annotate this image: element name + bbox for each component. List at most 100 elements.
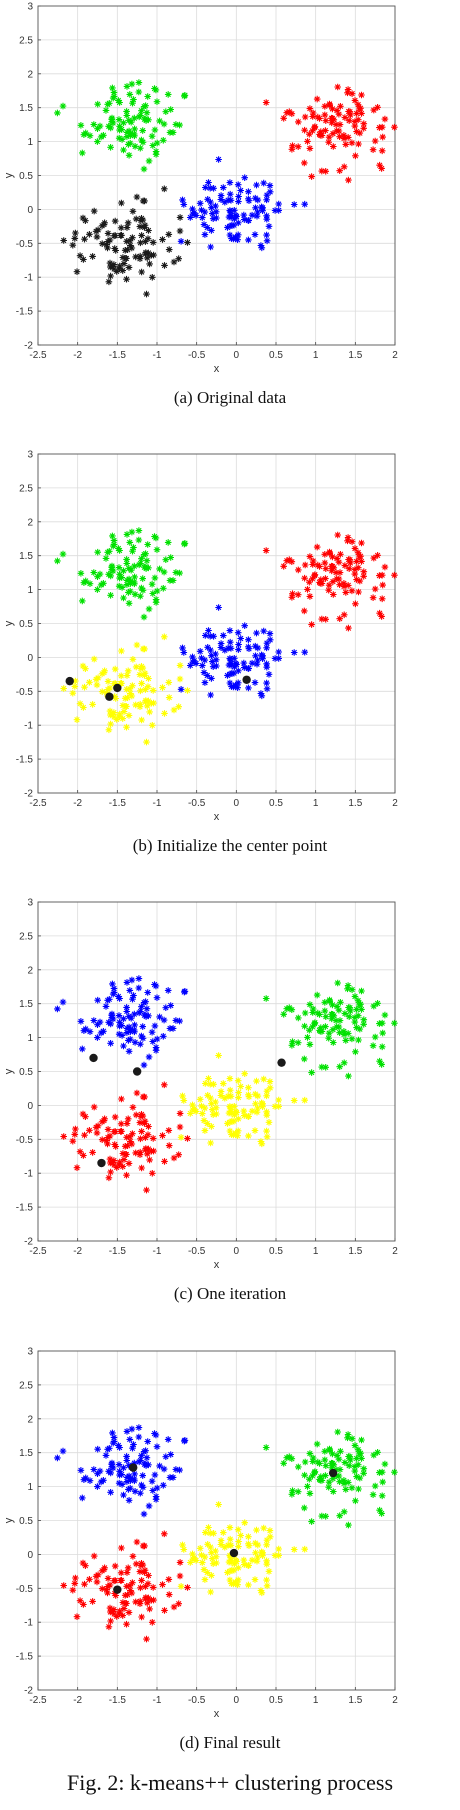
data-point xyxy=(220,184,227,191)
x-tick-label: -1.5 xyxy=(109,1246,127,1257)
data-point xyxy=(129,995,136,1003)
data-point xyxy=(124,219,132,227)
data-point xyxy=(136,223,144,230)
data-point xyxy=(159,1132,166,1139)
data-point xyxy=(235,193,242,200)
data-point xyxy=(306,1450,314,1457)
data-point xyxy=(80,1152,87,1159)
data-point xyxy=(101,219,108,227)
data-point xyxy=(143,1150,151,1158)
data-point xyxy=(104,1589,111,1597)
data-point xyxy=(345,176,352,184)
data-point xyxy=(176,214,184,221)
data-point xyxy=(116,1444,123,1451)
data-point xyxy=(125,264,133,271)
data-point xyxy=(241,1112,248,1119)
data-point xyxy=(208,1549,215,1556)
data-point xyxy=(151,126,159,134)
data-point xyxy=(181,988,189,995)
data-point xyxy=(226,207,234,214)
data-point xyxy=(253,1557,261,1565)
data-point xyxy=(179,644,186,652)
data-point xyxy=(86,1127,93,1134)
data-point xyxy=(181,92,189,99)
data-point xyxy=(301,648,308,656)
data-point xyxy=(209,215,217,222)
data-point xyxy=(254,644,262,652)
data-point xyxy=(110,93,118,100)
data-point xyxy=(107,1608,114,1616)
data-point xyxy=(79,662,87,670)
data-point xyxy=(71,235,79,242)
data-point xyxy=(263,237,271,245)
data-point xyxy=(301,159,308,167)
y-tick-label: 2.5 xyxy=(19,35,33,46)
data-point xyxy=(318,1512,326,1520)
data-point xyxy=(131,562,138,570)
y-tick-label: -1.5 xyxy=(16,755,34,766)
data-point xyxy=(258,203,265,211)
data-point xyxy=(184,687,191,694)
data-point xyxy=(59,550,67,558)
figure-caption: Fig. 2: k-means++ clustering process xyxy=(66,1770,394,1795)
data-point xyxy=(357,1449,364,1457)
data-point xyxy=(263,196,270,204)
x-axis-label: x xyxy=(214,1708,220,1720)
data-point xyxy=(190,657,198,665)
data-point xyxy=(345,1072,352,1080)
data-point xyxy=(301,200,308,208)
data-point xyxy=(132,253,139,261)
data-point xyxy=(245,1091,252,1099)
data-point xyxy=(206,632,214,640)
data-point xyxy=(123,703,130,710)
data-point xyxy=(81,235,88,243)
data-point xyxy=(54,1005,61,1013)
data-point xyxy=(137,1489,144,1497)
data-point xyxy=(257,242,265,249)
data-point xyxy=(265,671,273,678)
data-point xyxy=(94,548,101,556)
data-point xyxy=(76,252,84,259)
data-point xyxy=(294,1039,302,1046)
data-point xyxy=(140,1510,148,1518)
data-point xyxy=(175,703,182,710)
data-point xyxy=(208,652,215,659)
caption-a: (a) Original data xyxy=(173,388,287,407)
data-point xyxy=(316,1460,323,1467)
data-point xyxy=(335,127,343,135)
data-point xyxy=(316,563,323,570)
data-point xyxy=(105,123,112,130)
data-point xyxy=(328,567,335,575)
data-point xyxy=(187,214,194,221)
data-point xyxy=(259,1103,266,1110)
data-point xyxy=(108,566,116,574)
data-point xyxy=(96,1018,104,1026)
data-point xyxy=(360,568,368,575)
data-point xyxy=(199,214,206,221)
data-point xyxy=(165,1576,173,1583)
x-tick-label: -2.5 xyxy=(29,350,47,361)
data-point xyxy=(112,1577,119,1584)
data-point xyxy=(309,127,316,135)
data-point xyxy=(127,580,134,587)
data-point xyxy=(345,1462,353,1469)
data-point xyxy=(162,108,170,115)
data-point xyxy=(115,1479,123,1487)
y-tick-label: 1.5 xyxy=(19,551,33,562)
data-point xyxy=(336,1466,344,1473)
data-point xyxy=(235,198,242,205)
data-point xyxy=(118,647,125,655)
cluster-red xyxy=(60,1530,191,1643)
data-point xyxy=(101,1115,108,1123)
data-point xyxy=(177,238,185,245)
data-point xyxy=(129,1444,136,1452)
data-point xyxy=(106,1581,114,1589)
data-point xyxy=(121,247,129,254)
data-point xyxy=(107,1617,114,1625)
y-tick-label: -1 xyxy=(24,273,33,284)
y-tick-label: -0.5 xyxy=(16,239,34,250)
data-point xyxy=(379,133,386,141)
data-point xyxy=(165,1142,173,1149)
data-point xyxy=(258,651,265,659)
data-point xyxy=(209,663,217,670)
